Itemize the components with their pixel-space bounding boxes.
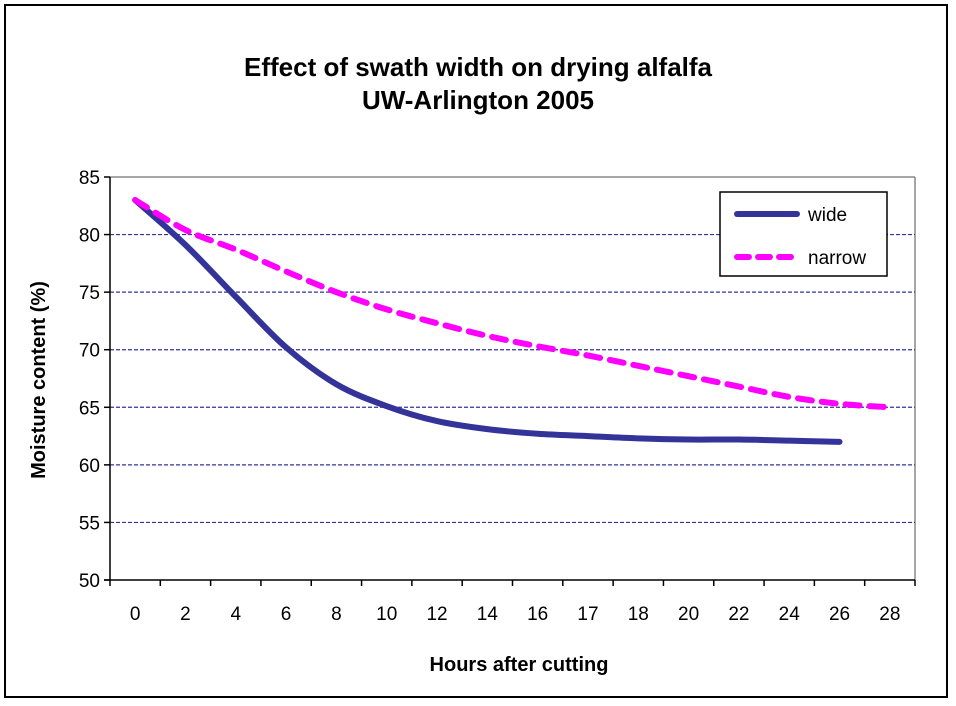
legend-label: wide — [807, 205, 847, 226]
y-tick-label: 65 — [79, 398, 100, 419]
x-tick-label: 20 — [678, 604, 699, 625]
legend: wide narrow — [719, 191, 888, 277]
legend-label: narrow — [808, 248, 866, 269]
x-tick-label: 12 — [426, 604, 447, 625]
x-axis-label: Hours after cutting — [430, 654, 609, 676]
x-tick-label: 2 — [180, 604, 191, 625]
x-tick-label: 0 — [130, 604, 141, 625]
x-tick-label: 26 — [829, 604, 850, 625]
x-tick-label: 28 — [879, 604, 900, 625]
x-tick-label: 17 — [577, 604, 598, 625]
chart-title: Effect of swath width on drying alfalfa — [244, 52, 713, 82]
y-tick-label: 70 — [79, 341, 100, 362]
chart-subtitle: UW-Arlington 2005 — [362, 85, 594, 115]
legend-box — [719, 191, 888, 277]
x-tick-label: 8 — [331, 604, 342, 625]
x-tick-label: 4 — [230, 604, 241, 625]
y-tick-label: 50 — [79, 571, 100, 592]
x-tick-label: 18 — [628, 604, 649, 625]
y-tick-label: 85 — [79, 168, 100, 189]
series-line-wide — [132, 197, 843, 445]
x-tick-label: 22 — [728, 604, 749, 625]
y-tick-label: 75 — [79, 283, 100, 304]
y-axis-label: Moisture content (%) — [28, 281, 50, 479]
series-line-narrow — [132, 197, 893, 411]
y-tick-label: 80 — [79, 226, 100, 247]
chart-frame — [4, 4, 948, 698]
x-tick-label: 6 — [281, 604, 292, 625]
x-tick-label: 16 — [527, 604, 548, 625]
x-tick-label: 10 — [376, 604, 397, 625]
y-tick-label: 60 — [79, 456, 100, 477]
x-tick-label: 24 — [779, 604, 801, 625]
x-tick-label: 14 — [477, 604, 499, 625]
y-tick-label: 55 — [79, 513, 100, 534]
